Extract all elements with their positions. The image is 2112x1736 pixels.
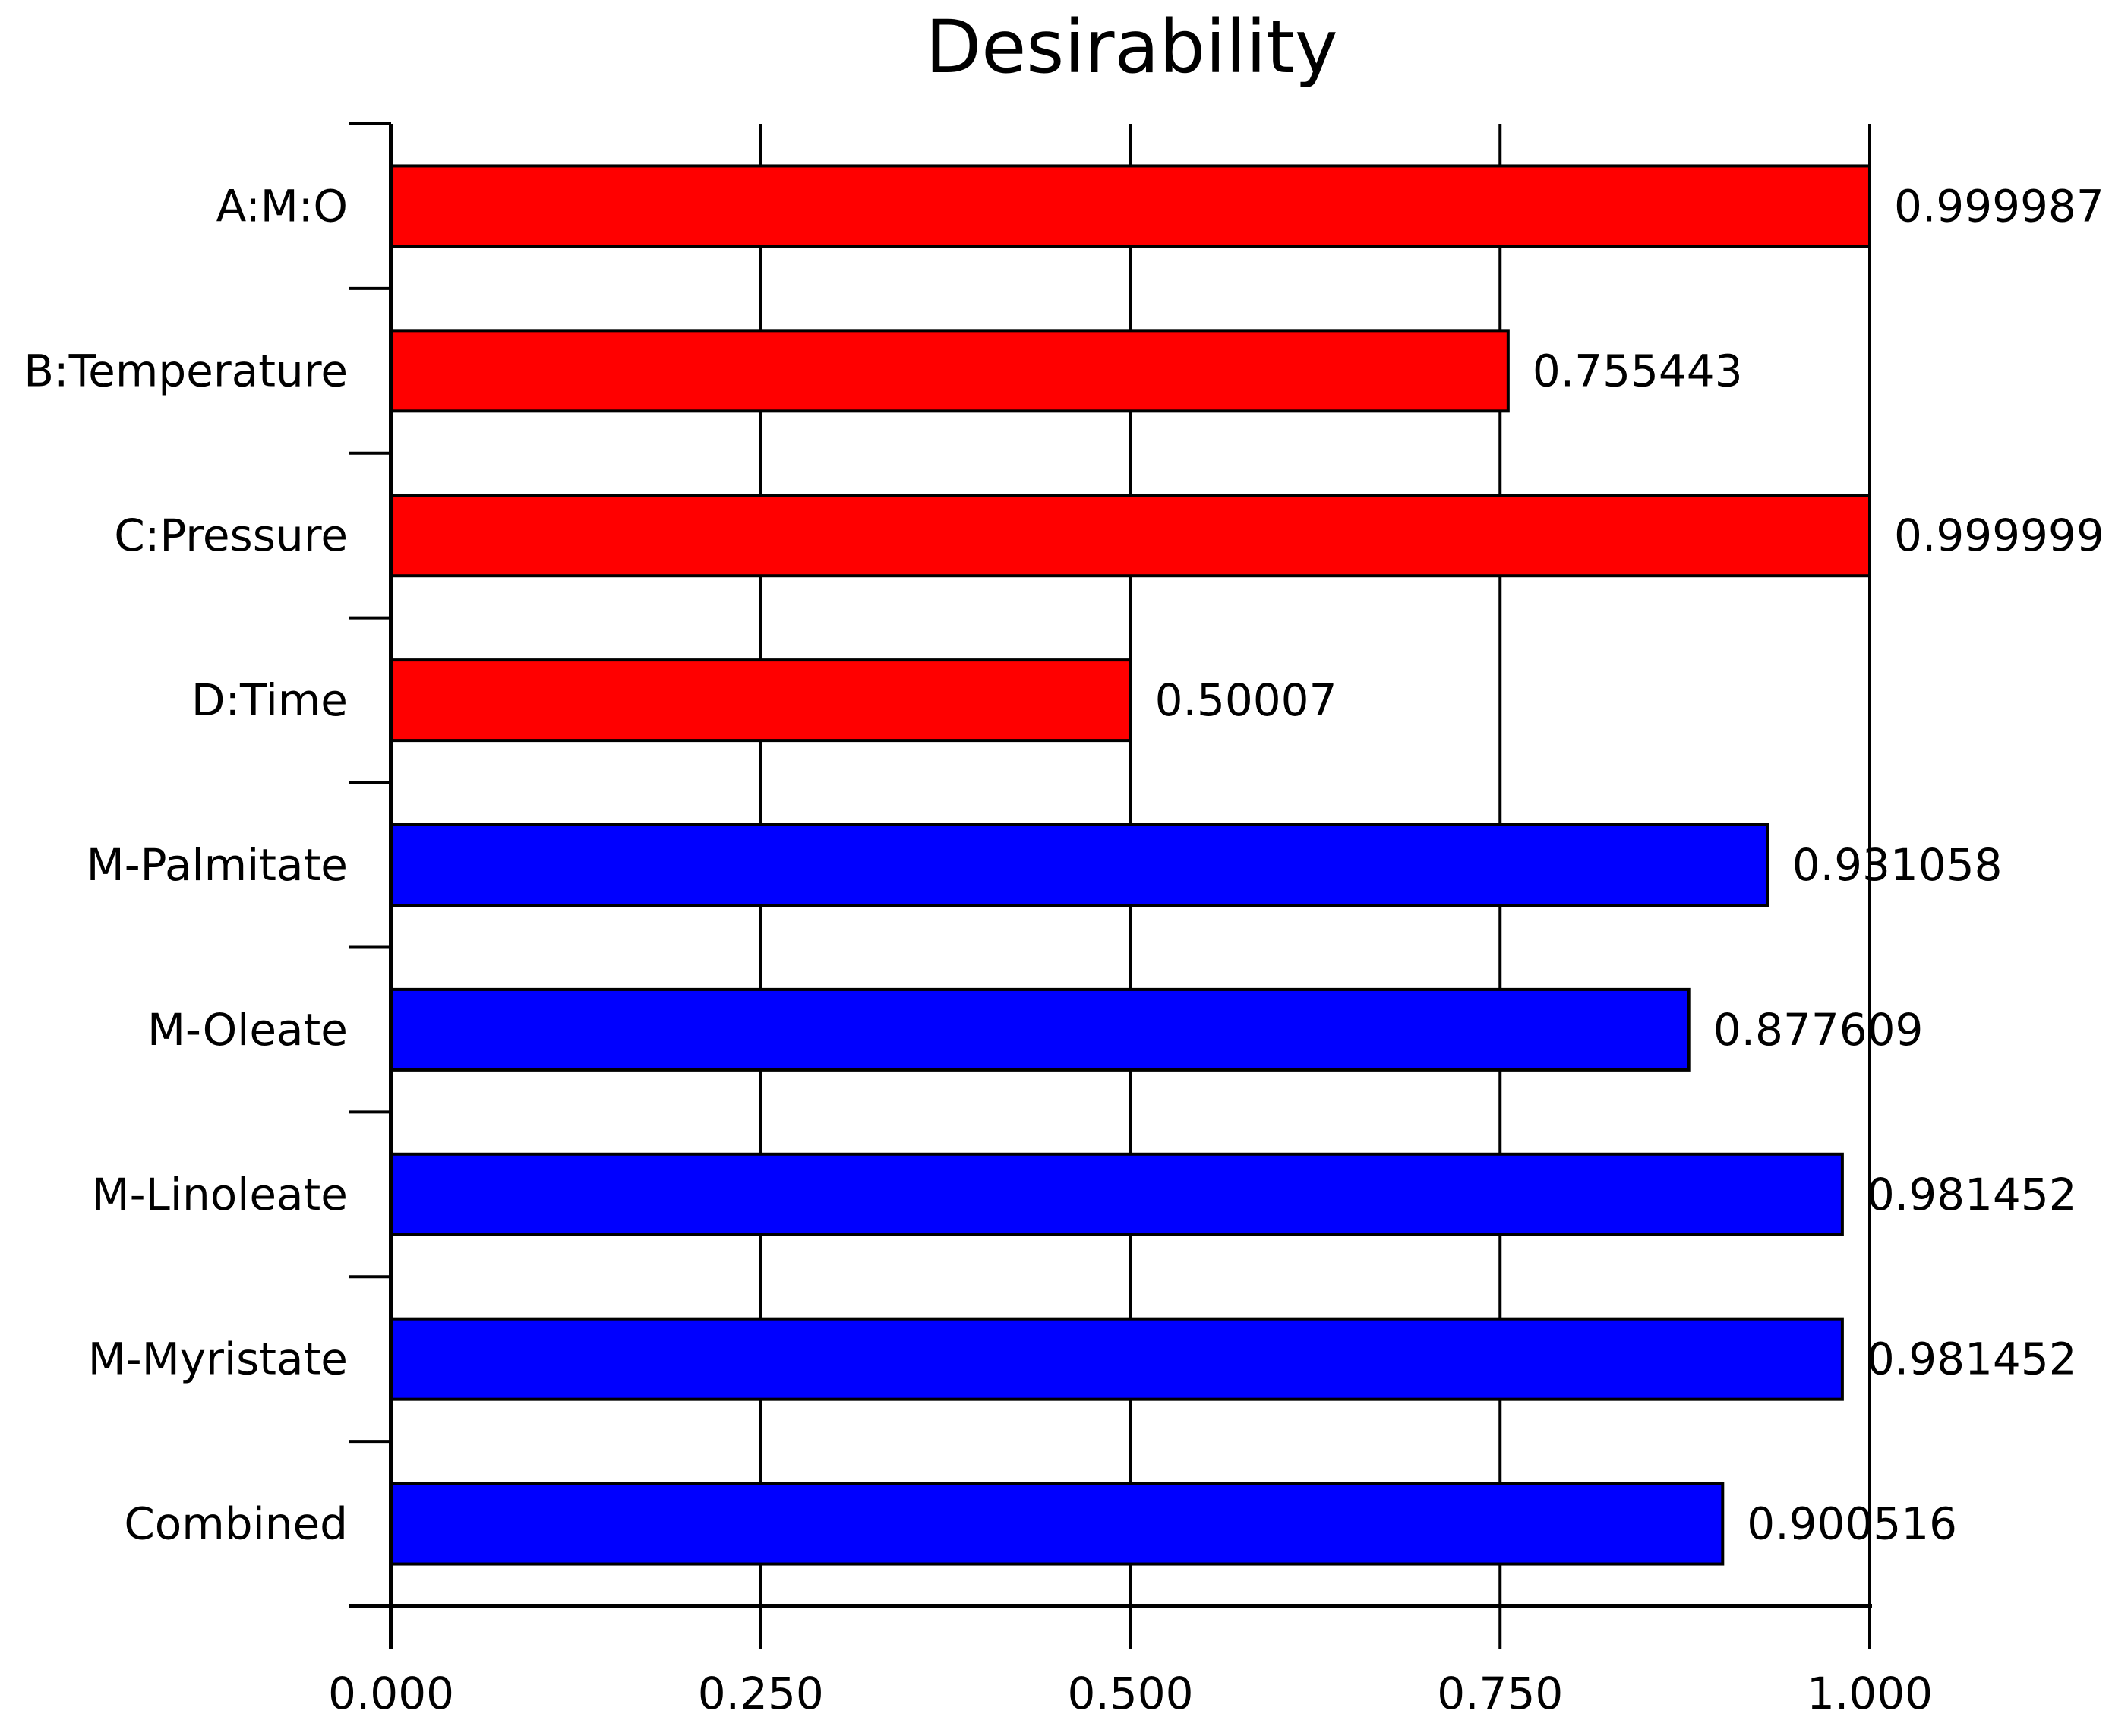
bar-1 — [390, 329, 1510, 413]
value-label-5: 0.877609 — [1713, 1004, 1924, 1056]
bar-3 — [390, 658, 1132, 743]
bar-7 — [390, 1317, 1844, 1401]
category-label-8: Combined — [124, 1498, 348, 1550]
category-label-7: M-Myristate — [88, 1334, 348, 1385]
x-tick-label-0: 0.000 — [328, 1668, 454, 1719]
value-label-1: 0.755443 — [1533, 345, 1743, 396]
bar-5 — [390, 987, 1691, 1072]
value-label-3: 0.50007 — [1155, 674, 1337, 726]
x-tick-label-2: 0.500 — [1067, 1668, 1193, 1719]
x-tick-label-3: 0.750 — [1437, 1668, 1563, 1719]
bar-2 — [390, 494, 1871, 578]
category-label-4: M-Palmitate — [87, 839, 348, 891]
category-label-5: M-Oleate — [147, 1004, 348, 1056]
value-label-0: 0.999987 — [1894, 180, 2104, 232]
chart-title: Desirability — [925, 5, 1337, 90]
labels: 0.999987 A:M:O 0.755443 B:Temperature 0.9999… — [24, 180, 2104, 1719]
category-label-3: D:Time — [191, 674, 348, 726]
category-label-1: B:Temperature — [24, 345, 348, 396]
category-label-0: A:M:O — [216, 180, 348, 232]
value-label-4: 0.931058 — [1792, 839, 2003, 891]
bar-6 — [390, 1152, 1844, 1236]
value-label-7: 0.981452 — [1867, 1334, 2077, 1385]
value-label-6: 0.981452 — [1867, 1169, 2077, 1220]
x-tick-label-1: 0.250 — [698, 1668, 824, 1719]
value-label-8: 0.900516 — [1747, 1498, 1957, 1550]
category-label-6: M-Linoleate — [92, 1169, 348, 1220]
bars — [390, 164, 1871, 1566]
bar-0 — [390, 164, 1871, 248]
axes — [349, 122, 1872, 1649]
value-label-2: 0.999999 — [1894, 510, 2104, 561]
bar-4 — [390, 823, 1769, 907]
category-label-2: C:Pressure — [114, 510, 348, 561]
bar-8 — [390, 1482, 1725, 1566]
x-tick-label-4: 1.000 — [1807, 1668, 1933, 1719]
